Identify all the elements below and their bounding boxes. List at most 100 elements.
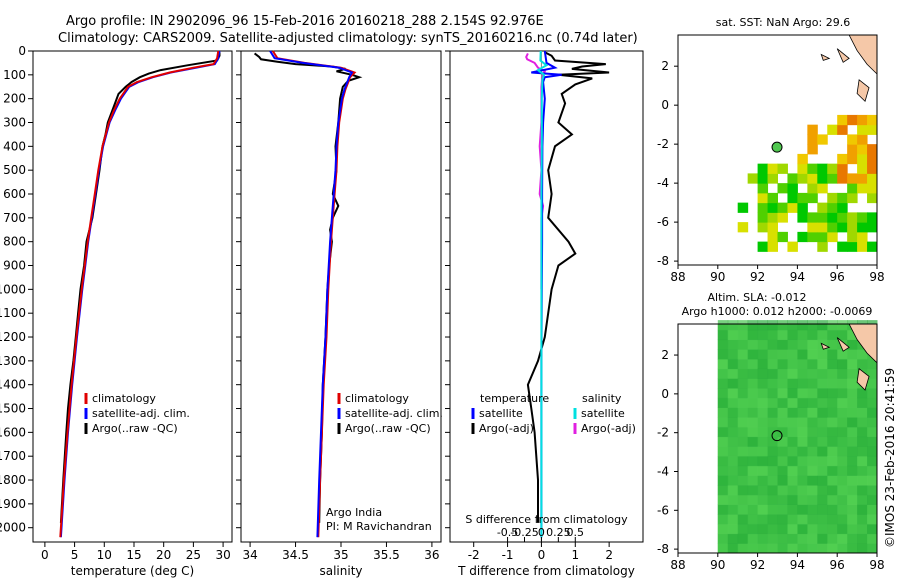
map-cell [847,407,858,418]
map-cell [767,378,778,389]
map-cell [807,222,818,233]
map-cell [797,368,808,379]
x-tick-label: 96 [830,270,845,284]
x-axis-label: temperature (deg C) [71,564,194,578]
map-cell [857,183,868,194]
map-cell [807,358,818,370]
island-shape [856,367,870,391]
map-cell [857,533,868,544]
map-cell [847,455,858,467]
map-cell [787,494,798,505]
map-cell [747,523,759,535]
map-cell [797,153,808,165]
map-cell [727,320,739,331]
y-tick-label: 100 [3,68,26,82]
y-tick-label: 200 [3,92,26,106]
map-cell [777,504,788,515]
map-cell [817,543,828,554]
map-cell [807,163,818,174]
map-cell [837,446,848,457]
y-tick-label: 1000 [0,282,26,296]
map-cell [777,446,788,457]
map-cell [847,231,858,243]
map-cell [807,329,818,341]
x-tick-label: 92 [750,270,765,284]
s-tick-label: 0.25 [546,526,571,539]
copyright-label: ©IMOS 23-Feb-2016 20:41:59 [883,368,897,548]
map-cell [767,504,778,515]
map-cell [767,446,778,457]
map-cell [817,368,828,379]
map-cell [827,358,838,370]
s-tick-label: 0 [538,526,545,539]
map-cell [867,358,878,370]
map-cell [837,533,848,544]
map-cell [717,358,729,370]
map-cell [817,494,828,505]
map-cell [797,212,808,223]
map-cell [837,417,848,428]
map-cell [847,183,858,194]
legend-title: temperature [480,392,549,405]
map-cell [717,523,729,535]
y-tick-label: -2 [657,137,669,151]
map-cell [767,329,778,341]
map-cell [727,397,739,408]
map-cell [747,455,759,467]
map-cell [757,504,769,515]
title-line-1: Argo profile: IN 2902096_96 15-Feb-2016 … [66,14,544,29]
map-cell [757,475,769,486]
map-cell [837,329,848,341]
map-cell [777,212,788,223]
map-cell [817,417,828,428]
map-cell [747,173,759,184]
map-cell [797,407,808,418]
y-tick-label: -4 [657,464,669,478]
map-cell [727,368,739,379]
y-tick-label: 1700 [0,449,26,463]
salinity-panel: 34 34.5 35 35.5 36 salinity climatology satelli… [236,50,443,578]
map-cell [717,465,729,476]
map-cell [857,358,868,370]
map-cell [827,465,838,476]
map-cell [757,329,769,341]
map-cell [807,475,818,486]
map-cell [757,533,769,544]
map-cell [837,222,848,233]
map-cell [847,397,858,408]
map-cell [767,173,778,184]
map-cell [837,475,848,486]
map-cell [867,192,878,204]
map-cell [737,485,749,496]
map-cell [847,523,858,535]
map-cell [857,514,868,525]
map-cell [737,523,749,535]
map-cell [757,173,769,184]
island-shape [836,48,850,63]
map-cell [787,378,798,389]
legend-entry: climatology [92,392,156,405]
map-cell [787,202,798,213]
map-cell [847,494,858,505]
map-cell [857,407,868,418]
map-cell [737,320,749,331]
temperature-panel: 0 5 10 15 20 25 30 temperature (deg C) 0 100 200 30… [0,44,233,578]
map-cell [827,543,838,554]
map-cell [857,134,868,145]
y-tick-label: -4 [657,176,669,190]
map-cell [817,378,828,389]
difference-line [536,50,549,538]
map-cell [777,514,788,525]
y-tick-label: 1900 [0,497,26,511]
map-cell [777,320,788,331]
island-shape [836,337,850,352]
map-cell [737,407,749,418]
map-cell [747,378,759,389]
map-cell [807,124,818,135]
map-cell [847,339,858,350]
map-cell [797,358,808,370]
map-cell [827,533,838,544]
s-tick-label: -0.25 [510,526,538,539]
map-cell [737,543,749,554]
